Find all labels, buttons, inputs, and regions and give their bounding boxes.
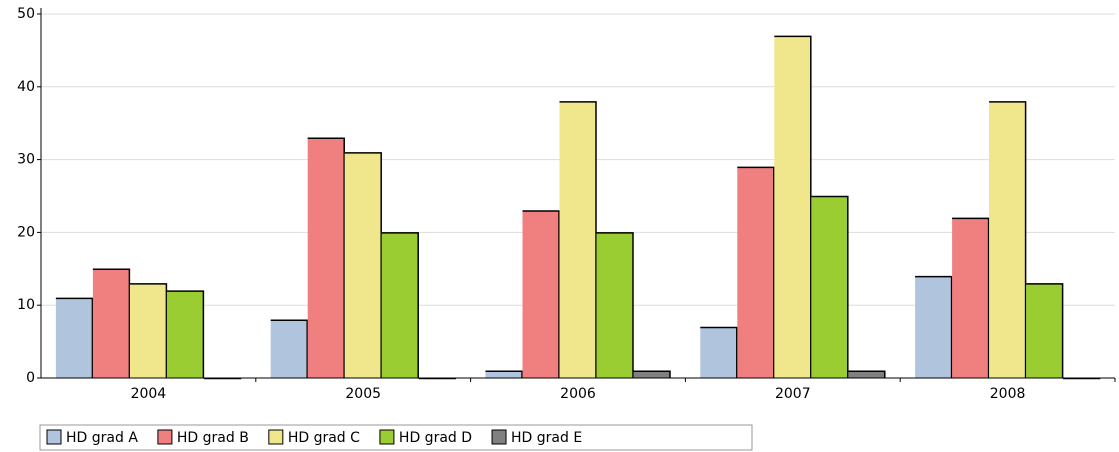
bar-edge <box>989 101 1027 378</box>
x-tick-label: 2007 <box>775 386 811 402</box>
bar <box>1026 283 1064 378</box>
bar-edge <box>92 268 131 378</box>
bar-edge <box>774 35 812 378</box>
bar <box>307 137 345 378</box>
bar-edge <box>596 232 634 378</box>
bar <box>811 196 849 378</box>
bar-edge <box>700 326 738 378</box>
bar-edge <box>522 210 560 378</box>
bar <box>166 290 204 378</box>
legend-label: HD grad B <box>177 430 249 446</box>
bar-edge <box>737 166 775 378</box>
bar <box>848 370 886 378</box>
y-tick-label: 0 <box>26 370 35 386</box>
bar-edge <box>344 152 382 378</box>
bar <box>270 319 308 378</box>
bar <box>596 232 634 378</box>
x-tick-label: 2008 <box>990 386 1026 402</box>
bar <box>952 217 990 378</box>
legend-label: HD grad E <box>511 430 582 446</box>
bar-edge <box>270 319 308 378</box>
bar-edge <box>166 290 205 378</box>
bar <box>915 276 953 378</box>
bar-edge <box>1026 283 1064 378</box>
legend-label: HD grad D <box>399 430 472 446</box>
legend-swatch <box>491 429 507 445</box>
bar <box>774 35 812 379</box>
x-tick-label: 2004 <box>131 386 167 402</box>
legend-label: HD grad C <box>288 430 360 446</box>
bar <box>381 232 419 378</box>
bar-edge <box>952 217 990 378</box>
bar <box>559 101 597 379</box>
bar-edge <box>307 137 345 378</box>
bar <box>55 297 93 378</box>
legend-swatch <box>268 429 284 445</box>
bar-edge <box>559 101 597 378</box>
x-tick-label: 2006 <box>560 386 596 402</box>
y-tick-label: 20 <box>17 224 35 240</box>
legend-box <box>39 424 753 451</box>
bar-edge <box>55 297 94 378</box>
y-tick-label: 50 <box>17 6 35 22</box>
bar-edge <box>848 370 886 378</box>
bar <box>129 283 167 378</box>
legend-swatch <box>157 429 173 445</box>
bar <box>989 101 1027 379</box>
bar <box>700 327 738 378</box>
y-tick-label: 10 <box>17 297 35 313</box>
legend-label: HD grad A <box>66 430 138 446</box>
y-tick-label: 40 <box>17 79 35 95</box>
bar <box>737 166 775 378</box>
bar-edge <box>381 232 419 378</box>
bar <box>344 152 382 378</box>
legend-swatch <box>46 429 62 445</box>
bar <box>522 210 560 378</box>
bar <box>633 370 671 378</box>
bar-edge <box>915 275 953 378</box>
bar <box>485 370 523 378</box>
bar-edge <box>811 195 849 378</box>
y-tick-label: 30 <box>17 152 35 168</box>
bar-edge <box>485 370 523 378</box>
bar-edge <box>633 370 671 378</box>
x-tick-label: 2005 <box>345 386 381 402</box>
legend-swatch <box>379 429 395 445</box>
bar-edge <box>129 283 168 378</box>
bar <box>92 268 130 378</box>
